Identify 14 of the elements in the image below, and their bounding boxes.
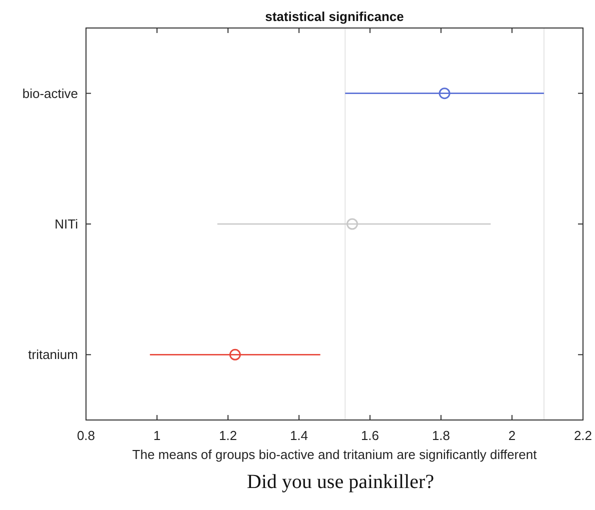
- x-tick-label: 1.4: [290, 428, 308, 443]
- x-axis-title: The means of groups bio-active and tritanium are significantly different: [132, 447, 538, 462]
- x-tick-label: 2: [508, 428, 516, 443]
- y-tick-label: tritanium: [28, 347, 78, 362]
- x-tick-label: 1.8: [432, 428, 450, 443]
- x-tick-label: 1.2: [218, 428, 238, 443]
- x-tick-label: 1: [153, 428, 161, 443]
- y-tick-label: NITi: [54, 216, 78, 232]
- x-tick-label: 2.2: [574, 428, 592, 443]
- x-tick-label: 0.8: [76, 428, 96, 443]
- x-tick-label: 1.6: [360, 428, 380, 443]
- chart-title: statistical significance: [265, 9, 404, 24]
- y-tick-label: bio-active: [22, 86, 78, 101]
- text: Did you use painkiller?: [246, 471, 434, 493]
